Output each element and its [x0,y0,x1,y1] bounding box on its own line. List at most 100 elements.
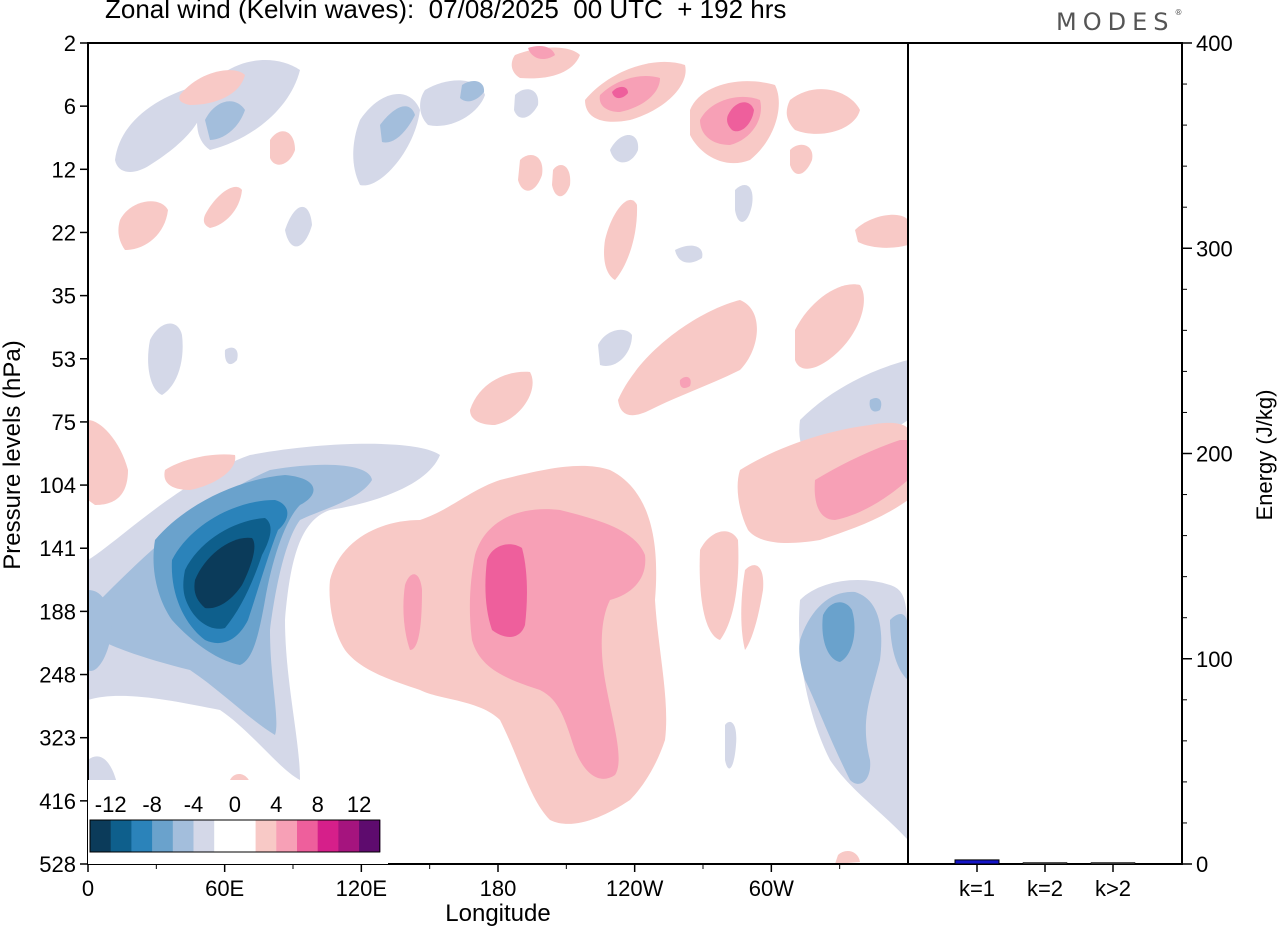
y-tick-label: 6 [64,94,76,119]
colorbar-label: 8 [312,792,324,817]
positive-anomaly-contour [88,420,128,505]
positive-anomaly-contour [699,531,739,640]
x-axis: 0 60E 120E 180 120W 60W [82,864,841,901]
negative-anomaly-contour [735,185,753,222]
negative-anomaly-contour [380,106,415,143]
positive-anomaly-contour [604,199,638,280]
y-tick-label: 12 [52,157,76,182]
y-tick-label: 75 [52,410,76,435]
positive-anomaly-contour [727,102,754,132]
positive-anomaly-contour [790,144,813,175]
y-tick-label: 188 [39,599,76,624]
modes-logo: MODES® [1056,8,1183,36]
x-axis-label: Longitude [445,900,550,927]
negative-anomaly-contour [822,602,855,662]
negative-anomaly-contour [725,721,737,769]
x-tick-label: 0 [82,876,94,901]
energy-tick-label: 100 [1196,647,1233,672]
x-tick-label: 120E [336,876,387,901]
y-tick-label: 416 [39,789,76,814]
chart-title: Zonal wind (Kelvin waves): 07/08/2025 00… [105,0,787,24]
positive-anomaly-contour [814,440,908,520]
energy-tick-label: 300 [1196,236,1233,261]
colorbar-swatch [338,820,360,852]
colorbar-swatch [172,820,194,852]
energy-y-axis: 0 100 200 300 400 [1182,31,1233,877]
energy-category-label: k>2 [1095,876,1131,901]
positive-anomaly-contour [612,86,628,99]
negative-anomaly-contour [598,329,632,366]
positive-anomaly-contour [164,454,236,490]
colorbar-swatch [276,820,298,852]
energy-tick-label: 200 [1196,442,1233,467]
colorbar-label: 12 [347,792,371,817]
positive-anomaly-contour [485,544,527,637]
negative-anomaly-contour [869,398,882,412]
colorbar-swatch [359,820,381,852]
negative-anomaly-contour [514,89,539,118]
positive-anomaly-contour [786,89,860,134]
negative-anomaly-contour [194,537,255,609]
contour-field [88,46,908,864]
colorbar-label: -8 [142,792,162,817]
negative-anomaly-contour [115,85,205,172]
colorbar-label: 4 [270,792,282,817]
negative-anomaly-contour [285,206,312,247]
energy-bar-k=2 [1022,862,1068,865]
negative-anomaly-contour [890,614,908,680]
negative-anomaly-contour [88,590,112,671]
colorbar-swatch [90,820,112,852]
energy-category-label: k=2 [1027,876,1063,901]
x-tick-label: 120W [606,876,664,901]
colorbar-swatch [234,820,257,852]
colorbar-label: -12 [95,792,127,817]
colorbar-swatch [152,820,174,852]
positive-anomaly-contour [618,300,757,416]
energy-frame [907,42,1183,865]
positive-anomaly-contour [599,75,660,112]
energy-tick-label: 0 [1196,852,1208,877]
colorbar-swatch [317,820,339,852]
y-tick-label: 35 [52,284,76,309]
y-tick-label: 323 [39,726,76,751]
y-tick-label: 22 [52,220,76,245]
negative-anomaly-contour [610,135,639,163]
y-tick-label: 248 [39,663,76,688]
positive-anomaly-contour [511,47,580,79]
positive-anomaly-contour [835,850,860,864]
colorbar-outline [89,819,381,853]
y-tick-label: 104 [39,473,76,498]
colorbar-swatch [297,820,319,852]
y-tick-label: 141 [39,536,76,561]
colorbar-swatch [255,820,277,852]
y-axis-label: Pressure levels (hPa) [0,340,26,569]
positive-anomaly-contour [270,131,295,165]
energy-axis-label: Energy (J/kg) [1252,390,1277,521]
x-tick-label: 60E [205,876,244,901]
colorbar-swatch [110,820,132,852]
x-tick-label: 60W [749,876,794,901]
positive-anomaly-contour [518,155,543,191]
y-tick-label: 2 [64,31,76,56]
colorbar-label: 0 [229,792,241,817]
negative-anomaly-contour [799,591,882,784]
energy-bars: k=1 k=2 k>2 [954,859,1136,901]
x-tick-label: 180 [480,876,517,901]
positive-anomaly-contour [795,284,864,369]
energy-bar-k=1 [954,859,1000,865]
positive-anomaly-contour [203,186,242,228]
energy-bar-k>2 [1090,862,1136,865]
energy-category-label: k=1 [959,876,995,901]
negative-anomaly-contour [224,347,238,365]
positive-anomaly-contour [741,565,764,650]
positive-anomaly-contour [179,70,245,105]
colorbar-label: -4 [184,792,204,817]
colorbar-swatch [214,820,236,852]
colorbar-legend: -12 -8 -4 0 4 8 12 [88,780,388,864]
positive-anomaly-contour [118,201,168,250]
negative-anomaly-contour [148,323,183,395]
colorbar-swatch [193,820,215,852]
negative-anomaly-contour [460,80,485,102]
negative-anomaly-contour [675,245,703,263]
